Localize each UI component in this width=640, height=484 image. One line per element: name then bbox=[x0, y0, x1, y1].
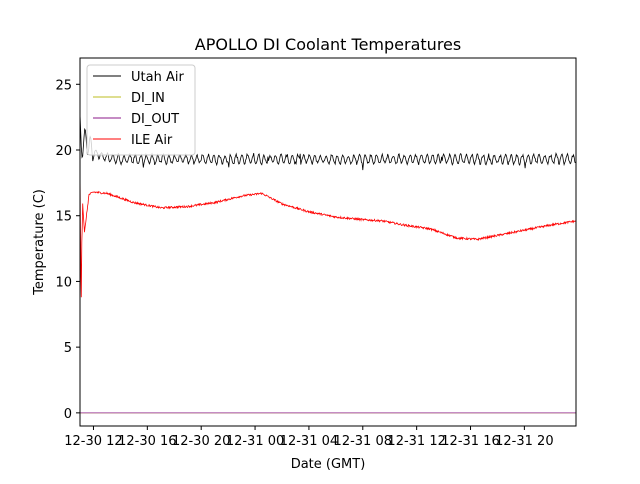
x-tick-label: 12-31 04 bbox=[280, 434, 338, 449]
x-tick-label: 12-30 16 bbox=[118, 434, 176, 449]
y-tick-label: 5 bbox=[64, 341, 72, 356]
y-axis-label: Temperature (C) bbox=[32, 189, 47, 296]
y-tick-label: 10 bbox=[55, 275, 72, 290]
series-line-ile-air bbox=[79, 168, 577, 298]
x-tick-label: 12-31 12 bbox=[387, 434, 445, 449]
x-tick-label: 12-31 00 bbox=[226, 434, 284, 449]
legend-label: DI_IN bbox=[131, 91, 165, 106]
y-tick-label: 15 bbox=[55, 210, 72, 225]
chart-title: APOLLO DI Coolant Temperatures bbox=[195, 35, 461, 54]
legend: Utah Air DI_IN DI_OUT ILE Air bbox=[86, 64, 196, 156]
legend-label: Utah Air bbox=[131, 70, 184, 85]
x-tick-label: 12-31 08 bbox=[334, 434, 392, 449]
x-tick-label: 12-30 12 bbox=[64, 434, 122, 449]
legend-label: ILE Air bbox=[131, 133, 173, 148]
x-tick-label: 12-30 20 bbox=[172, 434, 230, 449]
x-tick-label: 12-31 20 bbox=[495, 434, 553, 449]
legend-box bbox=[86, 64, 196, 156]
plot-frame bbox=[79, 57, 577, 427]
y-tick-label: 20 bbox=[55, 144, 72, 159]
y-tick-label: 0 bbox=[64, 407, 72, 422]
y-tick-label: 25 bbox=[55, 78, 72, 93]
x-tick-label: 12-31 16 bbox=[441, 434, 499, 449]
legend-label: DI_OUT bbox=[131, 112, 179, 127]
x-axis-label: Date (GMT) bbox=[291, 457, 366, 472]
